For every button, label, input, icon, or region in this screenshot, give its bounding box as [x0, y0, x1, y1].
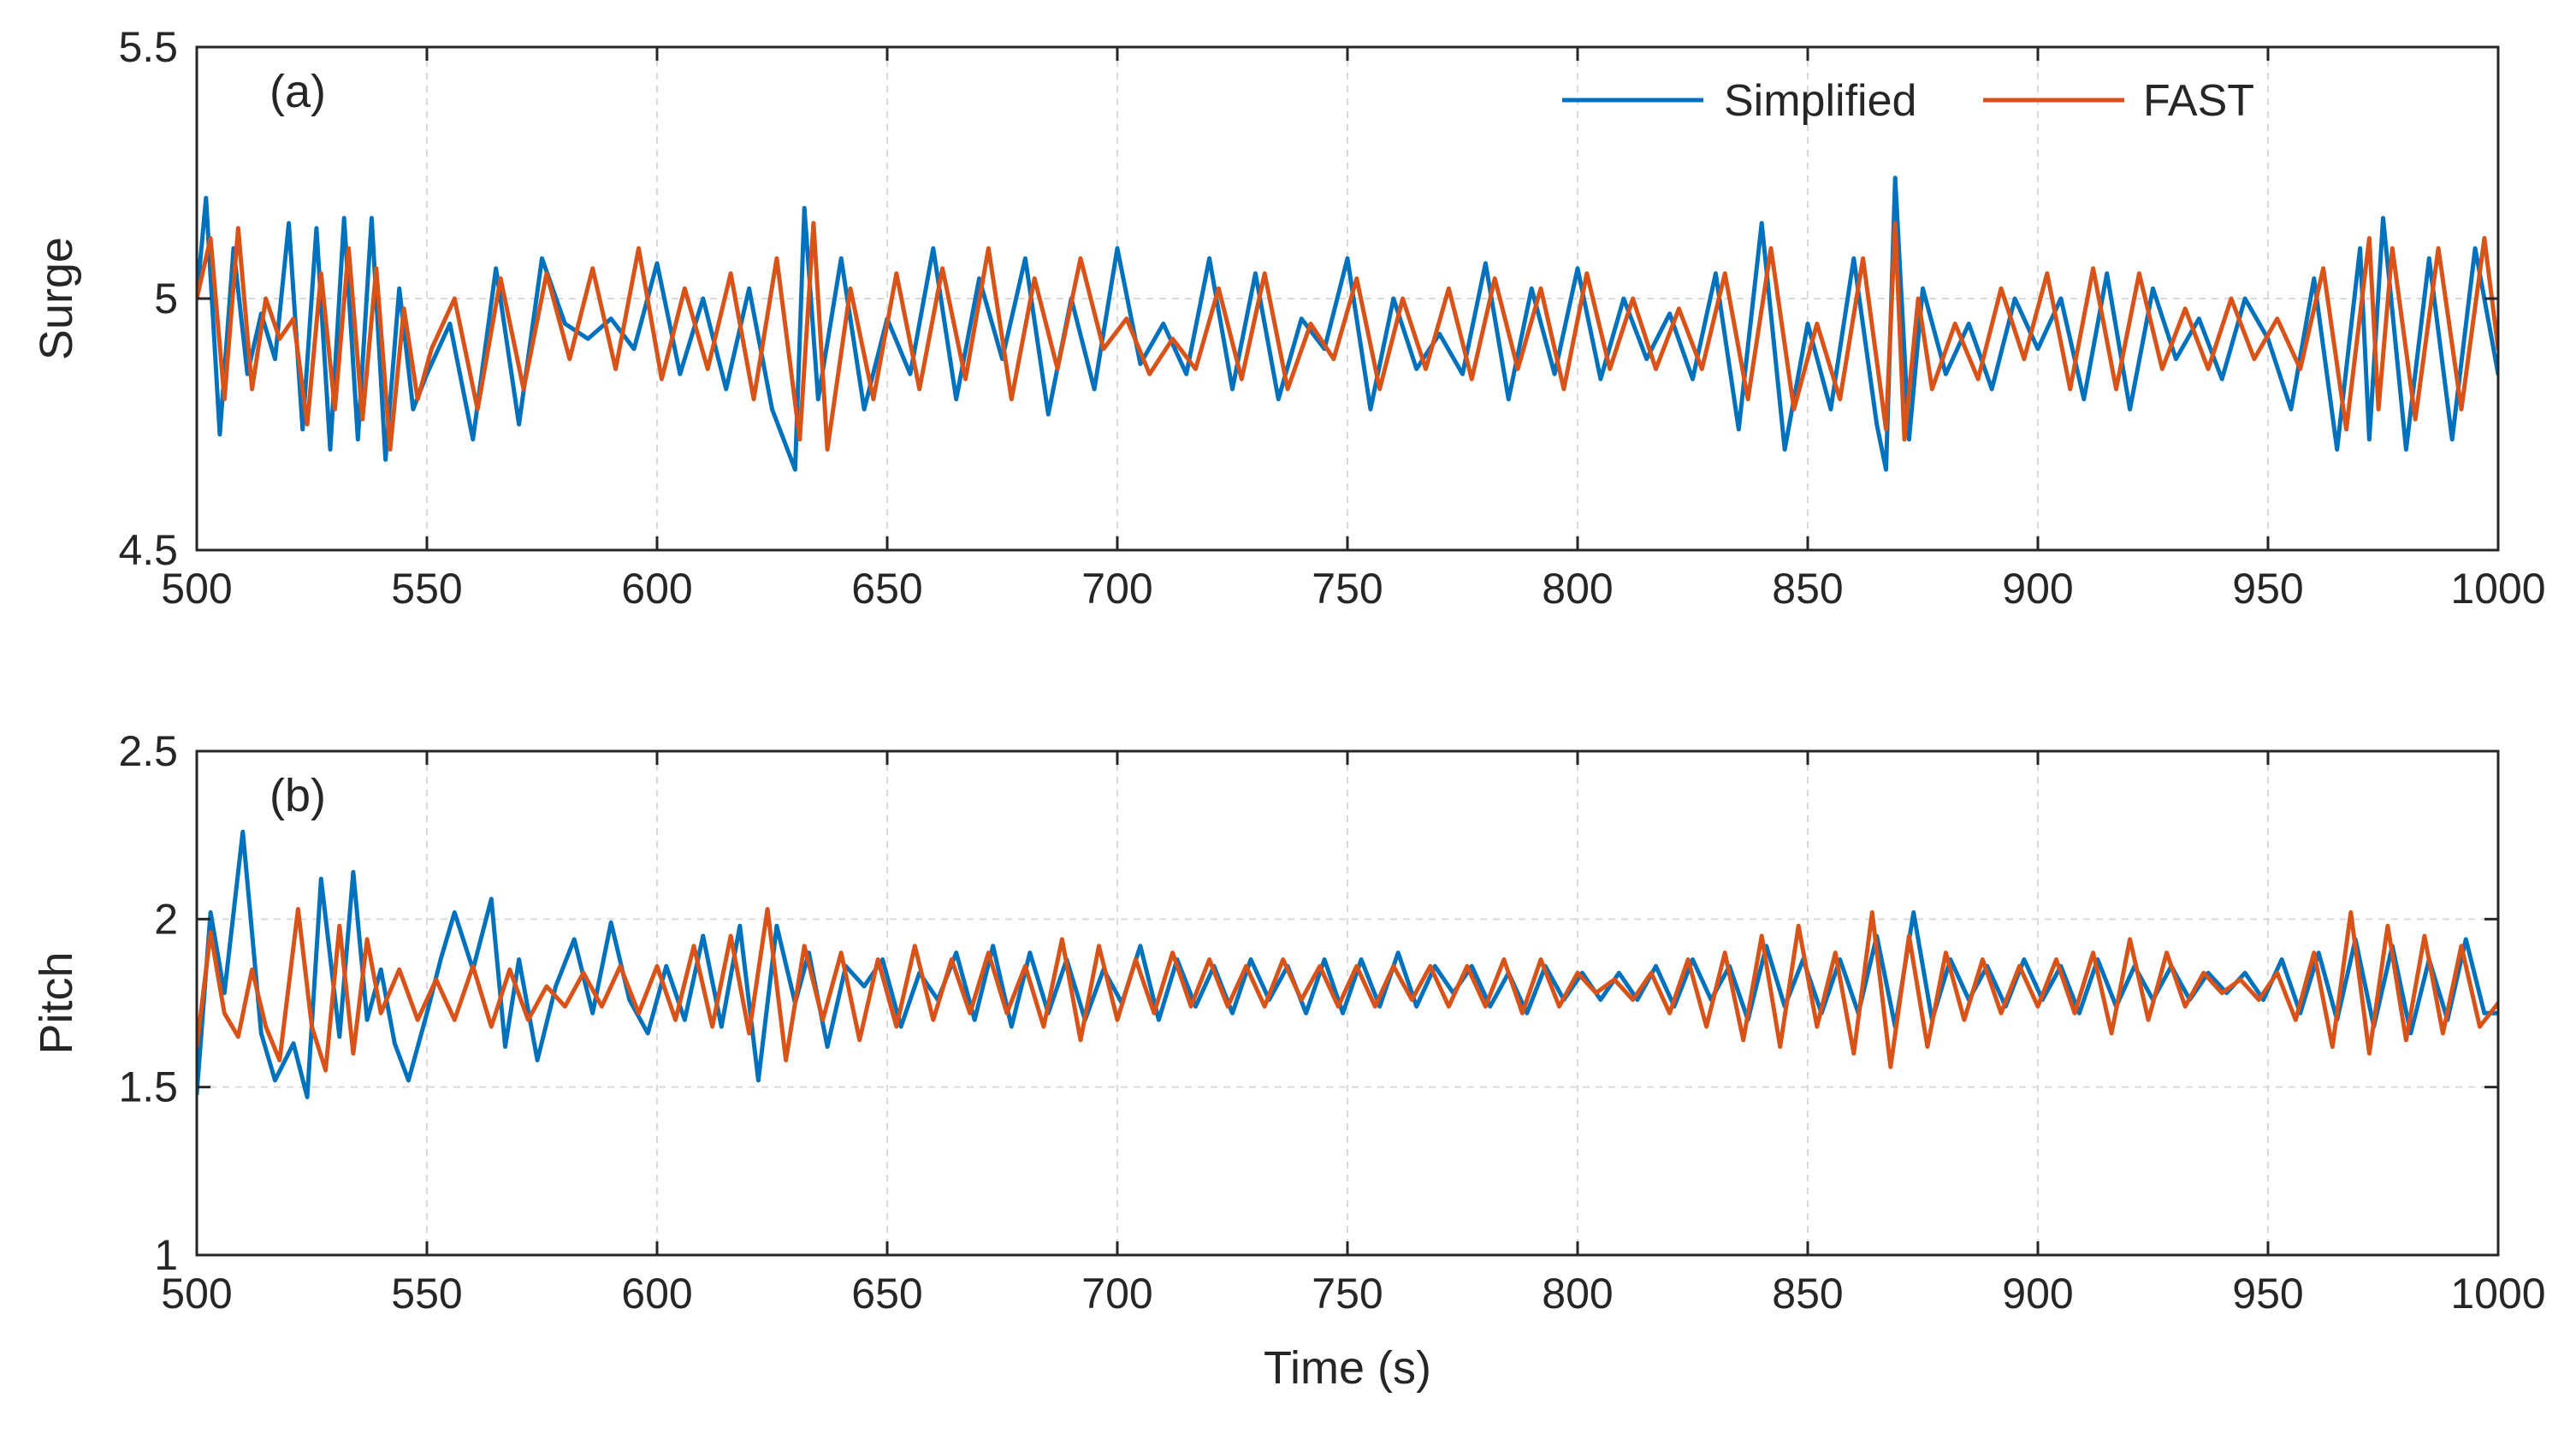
- legend-label-simplified: Simplified: [1724, 76, 1916, 126]
- y-tick-label: 1.5: [118, 1063, 178, 1111]
- x-tick-label: 650: [851, 565, 922, 613]
- x-tick-label: 700: [1081, 1270, 1152, 1318]
- y-axis-label: Surge: [31, 237, 82, 360]
- x-tick-label: 600: [621, 565, 692, 613]
- x-tick-label: 600: [621, 1270, 692, 1318]
- y-tick-label: 5.5: [118, 23, 178, 71]
- x-axis-label: Time (s): [1264, 1342, 1431, 1394]
- y-tick-label: 1: [154, 1231, 178, 1279]
- y-tick-label: 2: [154, 895, 178, 943]
- series-line-fast: [197, 907, 2498, 1073]
- x-tick-label: 800: [1542, 565, 1613, 613]
- y-tick-label: 4.5: [118, 526, 178, 574]
- x-tick-label: 500: [161, 1270, 232, 1318]
- panel-label: (b): [269, 770, 326, 821]
- x-tick-label: 750: [1312, 1270, 1383, 1318]
- x-tick-label: 750: [1312, 565, 1383, 613]
- series-line-fast: [197, 221, 2498, 452]
- x-tick-label: 900: [2002, 565, 2073, 613]
- legend-label-fast: FAST: [2143, 76, 2254, 126]
- x-tick-label: 500: [161, 565, 232, 613]
- x-tick-label: 950: [2232, 1270, 2303, 1318]
- x-tick-label: 850: [1772, 565, 1843, 613]
- x-tick-label: 550: [391, 565, 462, 613]
- x-tick-label: 1000: [2450, 565, 2545, 613]
- x-tick-label: 700: [1081, 565, 1152, 613]
- pitch-panel: 500 550 600 650 700 750 800 850 900 950 1000 1 1.5 2 2…: [31, 727, 2546, 1394]
- y-axis-label: Pitch: [31, 951, 82, 1054]
- series-line-simplified: [197, 175, 2498, 472]
- x-tick-label: 550: [391, 1270, 462, 1318]
- y-tick-label: 5: [154, 275, 178, 323]
- panel-label: (a): [269, 66, 326, 117]
- legend: Simplified FAST: [1562, 76, 2254, 126]
- y-tick-label: 2.5: [118, 727, 178, 775]
- x-tick-label: 1000: [2450, 1270, 2545, 1318]
- x-tick-label: 950: [2232, 565, 2303, 613]
- surge-panel: 500 550 600 650 700 750 800 850 900 950 1000 4.5 5 5.…: [31, 23, 2546, 613]
- x-tick-label: 900: [2002, 1270, 2073, 1318]
- x-tick-label: 650: [851, 1270, 922, 1318]
- x-tick-label: 800: [1542, 1270, 1613, 1318]
- series-line-simplified: [197, 829, 2498, 1099]
- x-tick-label: 850: [1772, 1270, 1843, 1318]
